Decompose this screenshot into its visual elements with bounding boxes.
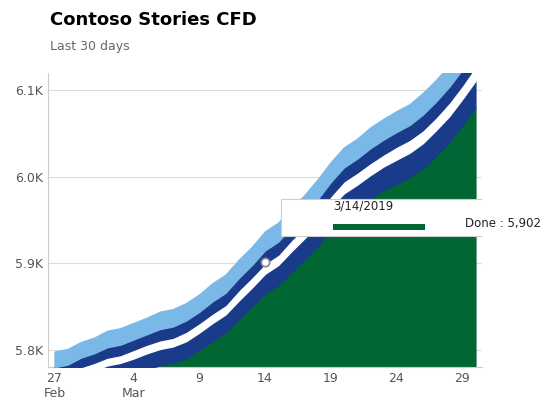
- Text: 3/14/2019: 3/14/2019: [334, 199, 394, 212]
- FancyBboxPatch shape: [334, 224, 425, 229]
- Text: Contoso Stories CFD: Contoso Stories CFD: [50, 11, 257, 29]
- FancyBboxPatch shape: [281, 199, 556, 236]
- Text: Last 30 days: Last 30 days: [50, 40, 130, 53]
- Text: Done : 5,902: Done : 5,902: [465, 217, 541, 229]
